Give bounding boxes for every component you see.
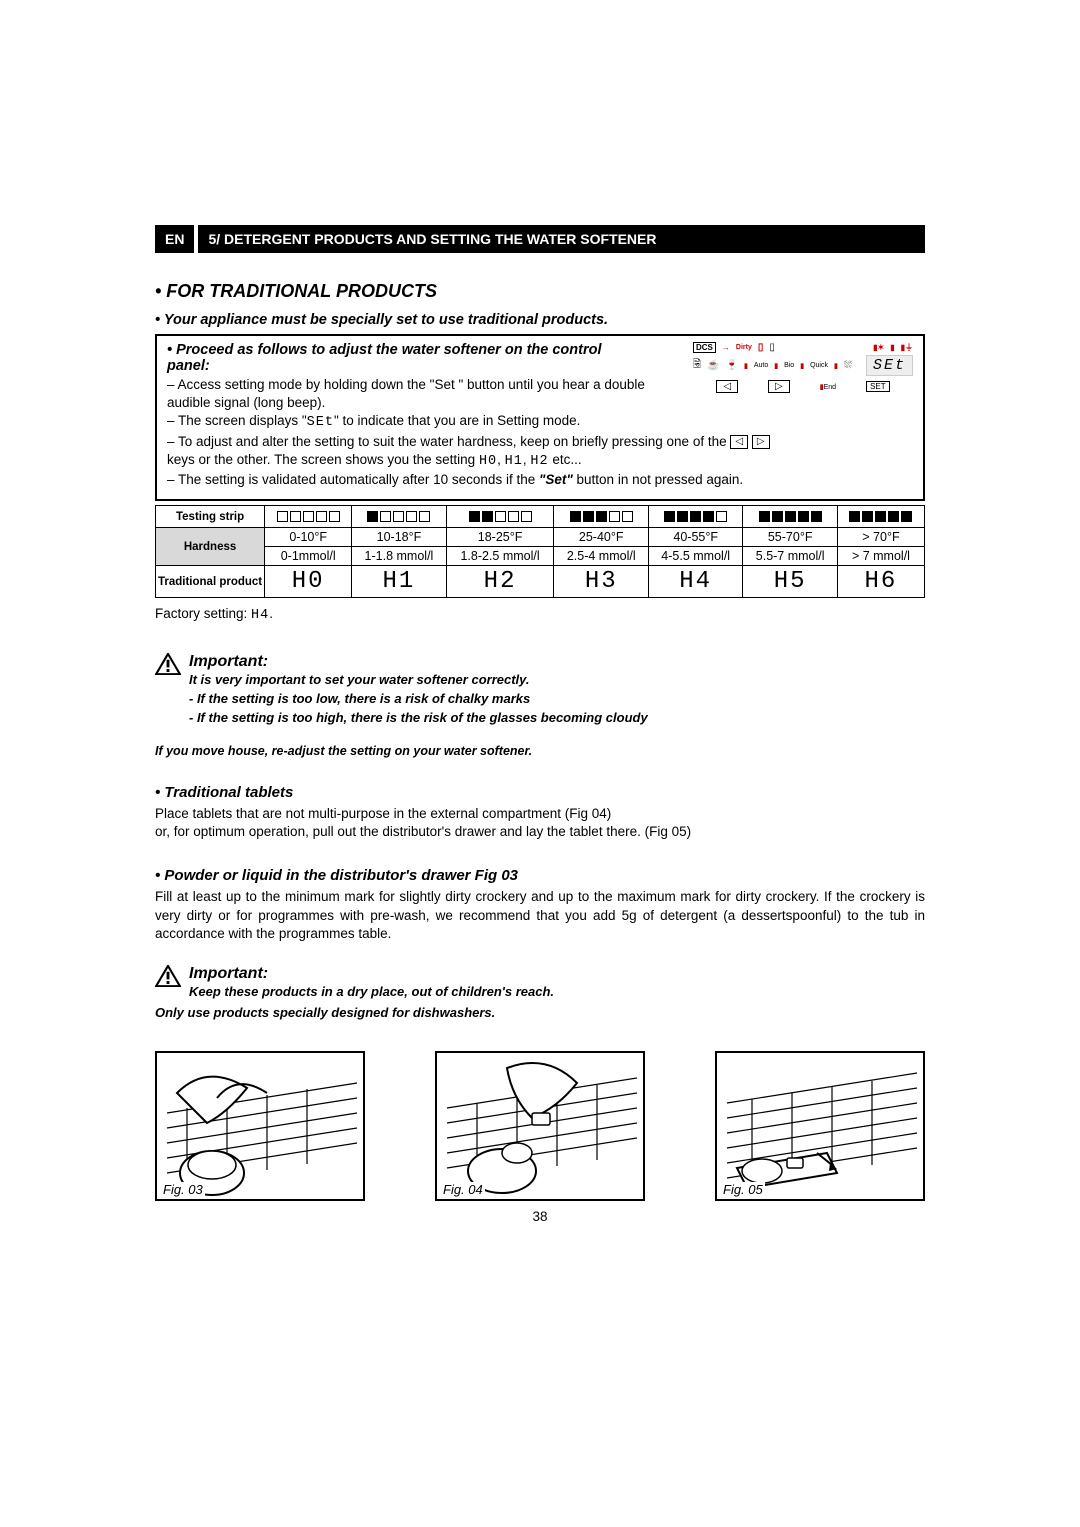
dirty-label: Dirty	[736, 344, 752, 351]
powder-body: Fill at least up to the minimum mark for…	[155, 888, 925, 943]
panel-next-button[interactable]: ▷	[768, 380, 790, 393]
tablets-section: • Traditional tablets Place tablets that…	[155, 784, 925, 841]
sep2-icon: ▮	[774, 362, 778, 370]
bio-label: Bio	[784, 362, 794, 369]
factory-setting: Factory setting: H4.	[155, 606, 925, 623]
tablets-heading: • Traditional tablets	[155, 784, 925, 801]
header-bar: EN 5/ DETERGENT PRODUCTS AND SETTING THE…	[155, 225, 925, 253]
hardness-f-row: Hardness 0-10°F10-18°F18-25°F25-40°F40-5…	[156, 528, 925, 547]
sep3-icon: ▮	[800, 362, 804, 370]
section-title: • FOR TRADITIONAL PRODUCTS	[155, 281, 925, 302]
important-title-2: Important:	[189, 965, 554, 983]
box-heading: • Proceed as follows to adjust the water…	[167, 342, 647, 374]
page-number: 38	[155, 1209, 925, 1224]
powder-section: • Powder or liquid in the distributor's …	[155, 867, 925, 943]
bottle-icon: 🗟	[693, 357, 701, 374]
dcs-badge: DCS	[693, 342, 716, 353]
pot-icon: ▯	[769, 342, 775, 353]
product-label: Traditional product	[156, 566, 265, 598]
quick-label: Quick	[810, 362, 828, 369]
figure-05-caption: Fig. 05	[721, 1182, 765, 1197]
box-line4: – The setting is validated automatically…	[167, 471, 913, 489]
rinse-indicator-icon: ▮	[890, 343, 894, 352]
instruction-box: • Proceed as follows to adjust the water…	[155, 334, 925, 501]
warning-icon	[155, 965, 181, 987]
panel-prev-button[interactable]: ◁	[716, 380, 738, 393]
indicator-icon: ▯	[758, 342, 764, 353]
important-body-2: Keep these products in a dry place, out …	[189, 983, 554, 1002]
hardness-label: Hardness	[156, 528, 265, 566]
figure-05: Fig. 05	[715, 1051, 925, 1201]
figure-04-caption: Fig. 04	[441, 1182, 485, 1197]
hardness-table: Testing strip Hardness 0-10°F10-18°F18-2…	[155, 505, 925, 598]
arrow-icon: →	[722, 343, 730, 352]
figure-04: Fig. 04	[435, 1051, 645, 1201]
hardness-mmol-row: 0-1mmol/l1-1.8 mmol/l1.8-2.5 mmol/l2.5-4…	[156, 547, 925, 566]
box-line3: – To adjust and alter the setting to sui…	[167, 433, 913, 471]
sep-icon: ▮	[744, 362, 748, 370]
intro-bullet: • Your appliance must be specially set t…	[155, 312, 925, 328]
important-block-2: Important: Keep these products in a dry …	[155, 965, 925, 1023]
important-body-1: It is very important to set your water s…	[189, 671, 648, 728]
cup-icon: ☕	[707, 360, 719, 371]
box-line2: – The screen displays "SEt" to indicate …	[167, 412, 647, 432]
box-line1: – Access setting mode by holding down th…	[167, 376, 647, 412]
control-panel-illustration: DCS → Dirty ▯ ▯ ▮✶ ▮ ▮⏚ 🗟 ☕ 🍷 ▮ Auto ▮ B…	[693, 342, 913, 402]
strip-label: Testing strip	[156, 506, 265, 528]
inline-prev-icon: ◁	[730, 435, 748, 449]
glass-icon: 🍷	[726, 360, 738, 371]
important-body-2b: Only use products specially designed for…	[155, 1004, 925, 1023]
header-lang: EN	[155, 225, 198, 253]
product-code-row: Traditional product H0H1H2H3H4H5H6	[156, 566, 925, 598]
shower-icon: ⛆	[844, 360, 852, 371]
important-title-1: Important:	[189, 653, 648, 671]
panel-set-button[interactable]: SET	[866, 381, 890, 392]
tablets-body: Place tablets that are not multi-purpose…	[155, 805, 925, 841]
header-title: 5/ DETERGENT PRODUCTS AND SETTING THE WA…	[198, 225, 925, 253]
sep4-icon: ▮	[834, 362, 838, 370]
figure-03-caption: Fig. 03	[161, 1182, 205, 1197]
important-block-1: Important: It is very important to set y…	[155, 653, 925, 758]
powder-heading: • Powder or liquid in the distributor's …	[155, 867, 925, 884]
auto-label: Auto	[754, 362, 768, 369]
end-label: End	[824, 384, 836, 391]
inline-next-icon: ▷	[752, 435, 770, 449]
testing-strip-row: Testing strip	[156, 506, 925, 528]
figure-03: Fig. 03	[155, 1051, 365, 1201]
figures-row: Fig. 03 Fig. 04	[155, 1051, 925, 1201]
important-after-1: If you move house, re-adjust the setting…	[155, 744, 925, 758]
page: EN 5/ DETERGENT PRODUCTS AND SETTING THE…	[155, 225, 925, 1224]
warning-icon	[155, 653, 181, 675]
salt-indicator-icon: ▮✶	[873, 343, 884, 352]
panel-display: SEt	[866, 355, 913, 376]
tap-indicator-icon: ▮⏚	[901, 342, 913, 353]
